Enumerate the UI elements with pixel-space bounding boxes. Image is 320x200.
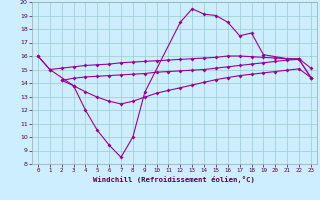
X-axis label: Windchill (Refroidissement éolien,°C): Windchill (Refroidissement éolien,°C) [93, 176, 255, 183]
